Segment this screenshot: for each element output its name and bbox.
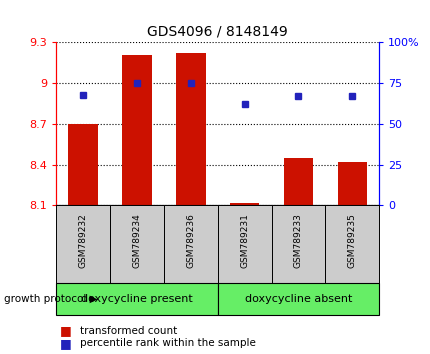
Bar: [110, 205, 163, 283]
Bar: [175, 53, 205, 205]
Text: GSM789234: GSM789234: [132, 213, 141, 268]
Text: transformed count: transformed count: [80, 326, 177, 336]
Text: GSM789236: GSM789236: [186, 213, 195, 268]
Bar: [217, 283, 378, 315]
Text: GSM789231: GSM789231: [240, 213, 249, 268]
Text: GSM789235: GSM789235: [347, 213, 356, 268]
Text: percentile rank within the sample: percentile rank within the sample: [80, 338, 255, 348]
Text: growth protocol ▶: growth protocol ▶: [4, 294, 98, 304]
Text: doxycycline absent: doxycycline absent: [244, 294, 351, 304]
Text: GSM789233: GSM789233: [293, 213, 302, 268]
Bar: [56, 283, 217, 315]
Text: GSM789232: GSM789232: [78, 213, 87, 268]
Bar: [325, 205, 378, 283]
Bar: [337, 162, 366, 205]
Text: doxycycline present: doxycycline present: [81, 294, 192, 304]
Bar: [68, 124, 98, 205]
Bar: [163, 205, 217, 283]
Bar: [283, 158, 313, 205]
Bar: [122, 55, 151, 205]
Bar: [217, 205, 271, 283]
Text: ■: ■: [60, 325, 72, 337]
Bar: [271, 205, 325, 283]
Text: ■: ■: [60, 337, 72, 350]
Bar: [56, 205, 110, 283]
Title: GDS4096 / 8148149: GDS4096 / 8148149: [147, 24, 287, 39]
Bar: [229, 202, 259, 205]
